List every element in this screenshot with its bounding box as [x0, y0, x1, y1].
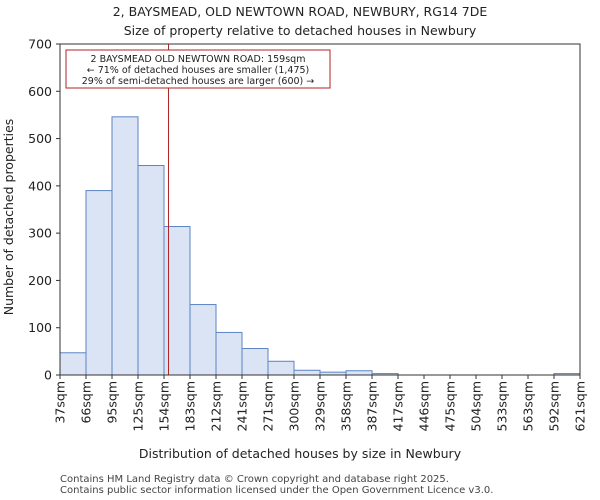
annotation-box — [65, 49, 331, 89]
x-tick-label: 154sqm — [157, 381, 172, 431]
y-tick-label: 100 — [28, 320, 52, 335]
annotation-line-1: 2 BAYSMEAD OLD NEWTOWN ROAD: 159sqm — [91, 54, 306, 65]
histogram-bar — [163, 226, 191, 376]
x-tick-label: 66sqm — [79, 381, 94, 424]
y-tick-label: 200 — [28, 273, 52, 288]
x-tick-label: 387sqm — [365, 381, 380, 431]
histogram-bar — [189, 304, 217, 376]
x-tick-label: 592sqm — [547, 381, 562, 431]
x-tick-label: 329sqm — [313, 381, 328, 431]
x-tick-label: 621sqm — [573, 381, 588, 431]
x-tick-label: 417sqm — [391, 381, 406, 431]
y-axis-ticks: 0 100 200 300 400 500 600 700 — [28, 37, 60, 383]
x-tick-label: 125sqm — [131, 381, 146, 431]
histogram-bar — [59, 352, 87, 376]
histogram-bar — [293, 369, 321, 376]
x-tick-label: 446sqm — [417, 381, 432, 431]
histogram-bar — [215, 331, 243, 376]
y-tick-label: 600 — [28, 84, 52, 99]
footer-line-2: Contains public sector information licen… — [60, 485, 494, 496]
annotation-line-3: 29% of semi-detached houses are larger (… — [82, 76, 315, 87]
x-tick-label: 95sqm — [105, 381, 120, 424]
x-tick-label: 300sqm — [287, 381, 302, 431]
histogram-bar — [267, 360, 295, 376]
histogram-bar — [111, 116, 139, 376]
histogram-bar — [85, 190, 113, 376]
histogram-bar — [345, 370, 373, 376]
x-tick-label: 563sqm — [521, 381, 536, 431]
bar-group — [59, 116, 581, 376]
x-axis-label: Distribution of detached houses by size … — [139, 446, 462, 461]
y-tick-label: 500 — [28, 131, 52, 146]
chart-subtitle: Size of property relative to detached ho… — [124, 23, 477, 38]
x-tick-label: 533sqm — [495, 381, 510, 431]
footer-line-1: Contains HM Land Registry data © Crown c… — [60, 474, 449, 485]
histogram-bar — [241, 348, 269, 376]
x-tick-label: 358sqm — [339, 381, 354, 431]
y-tick-label: 0 — [44, 368, 52, 383]
x-tick-label: 475sqm — [443, 381, 458, 431]
y-axis-label: Number of detached properties — [1, 119, 16, 316]
y-tick-label: 400 — [28, 178, 52, 193]
x-tick-label: 183sqm — [183, 381, 198, 431]
x-axis-ticks: 37sqm 66sqm 95sqm 125sqm 154sqm 183sqm 212sqm 2… — [53, 375, 588, 431]
x-tick-label: 241sqm — [235, 381, 250, 431]
y-tick-label: 700 — [28, 37, 52, 52]
x-tick-label: 212sqm — [209, 381, 224, 431]
histogram-bar — [137, 165, 165, 376]
chart-title: 2, BAYSMEAD, OLD NEWTOWN ROAD, NEWBURY, … — [113, 4, 488, 19]
x-tick-label: 271sqm — [261, 381, 276, 431]
x-tick-label: 37sqm — [53, 381, 68, 424]
y-tick-label: 300 — [28, 226, 52, 241]
annotation-line-2: ← 71% of detached houses are smaller (1,… — [87, 65, 310, 76]
x-tick-label: 504sqm — [469, 381, 484, 431]
